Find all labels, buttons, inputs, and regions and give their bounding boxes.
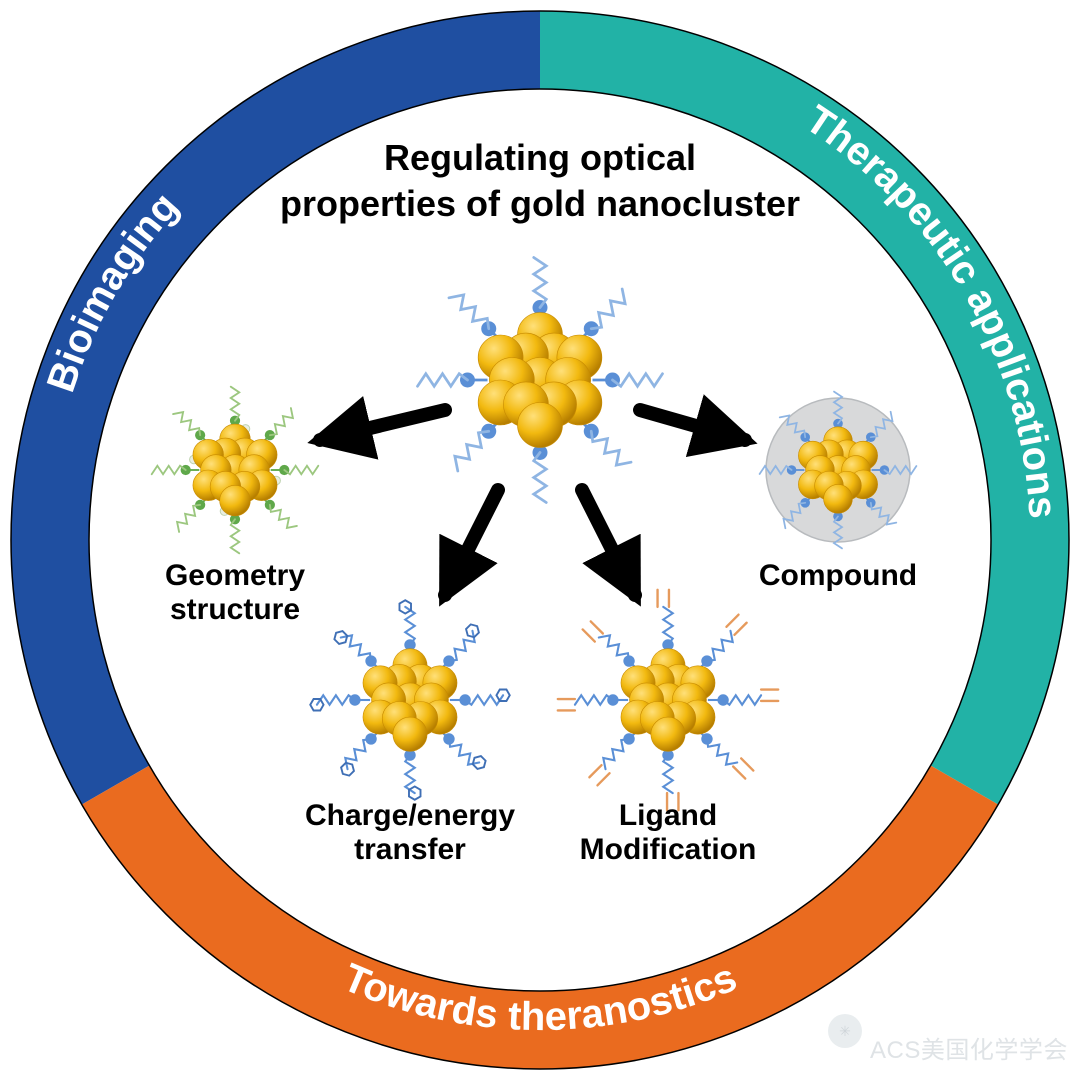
nanocluster-geometry [181,416,290,525]
fork-tip-icon [583,629,595,641]
gold-sphere-icon [518,403,563,448]
arrow-to-compound [640,410,745,440]
fork-tip-icon [726,615,738,627]
gold-sphere-icon [393,717,427,751]
ligand-wiggle [455,431,489,471]
ligand-wiggle [231,387,240,421]
fork-tip-icon [735,623,747,635]
ligand-wiggle [603,739,629,769]
ligand-wiggle [599,635,629,661]
ligand-wiggle [177,505,200,532]
label-ligand-l2: Modification [268,833,1068,867]
ligand-wiggle [591,289,625,329]
watermark-logo-icon: ✳ [828,1014,862,1048]
ligand-wiggle [152,466,186,475]
arrow-to-geometry [320,410,445,440]
ligand-wiggle [449,739,479,765]
main-title-line1: Regulating optical [140,137,940,179]
nanocluster-charge [349,639,471,761]
ligand-wiggle [707,739,737,765]
ligand-wiggle [449,631,475,661]
label-compound-l1: Compound [438,559,1080,593]
ligand-wiggle [575,695,613,705]
ring-arc-bioimaging [11,11,540,805]
main-title-line2: properties of gold nanocluster [140,183,940,225]
fork-tip-icon [597,773,609,785]
gold-sphere-icon [651,717,685,751]
ligand-wiggle [270,505,297,528]
gold-sphere-icon [220,485,251,516]
ligand-wiggle [449,295,489,329]
ligand-wiggle [723,695,761,705]
fork-tip-icon [589,765,601,777]
nanocluster-ligand [607,639,729,761]
ligand-wiggle [270,408,293,435]
ligand-wiggle [341,635,371,661]
ligand-wiggle [173,412,200,435]
ligand-wiggle [284,466,318,475]
fork-tip-icon [733,767,745,779]
ligand-wiggle [663,755,673,793]
label-ligand-l1: Ligand [268,799,1068,833]
ligand-wiggle [345,739,371,769]
ligand-wiggle [707,631,733,661]
diagram-stage: BioimagingTherapeutic applicationsToward… [0,0,1080,1080]
gold-sphere-icon [824,484,853,513]
nanocluster-center [460,300,620,460]
ligand-wiggle [591,431,631,465]
watermark-text: ACS美国化学学会 [870,1030,1068,1065]
label-geometry-l2: structure [0,593,635,627]
fork-tip-icon [741,758,753,770]
ligand-wiggle [663,607,673,645]
